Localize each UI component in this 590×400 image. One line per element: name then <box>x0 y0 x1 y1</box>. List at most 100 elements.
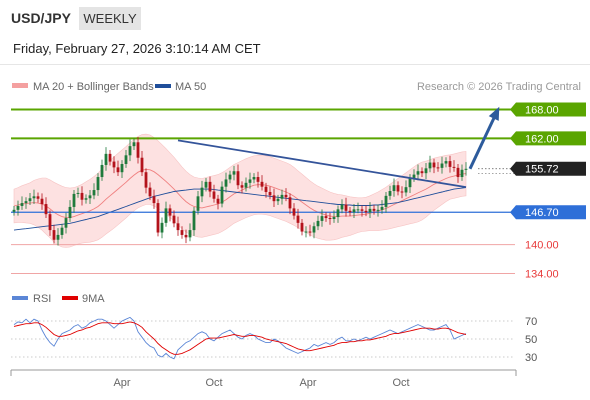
candle-body <box>124 155 128 164</box>
candle-body <box>68 206 72 219</box>
candle-body <box>460 169 464 178</box>
candle-body <box>168 208 172 216</box>
rsi-tick-label: 70 <box>525 316 537 328</box>
candle-body <box>16 205 20 210</box>
candle-body <box>300 222 304 232</box>
candle-body <box>40 198 44 205</box>
candle-body <box>360 209 364 211</box>
rsi-legend-swatch <box>12 296 28 300</box>
candle-body <box>364 210 368 213</box>
candle-body <box>340 204 344 210</box>
candle-body <box>24 201 28 204</box>
candle-body <box>428 162 432 169</box>
copyright: Research © 2026 Trading Central <box>417 81 581 93</box>
candle-body <box>420 171 424 174</box>
candle-body <box>176 223 180 231</box>
candle-body <box>264 186 268 192</box>
time-tick-label: Oct <box>392 377 409 389</box>
ma50-line <box>13 187 467 231</box>
candle-body <box>444 161 448 164</box>
last-price-label: 155.72 <box>525 164 559 176</box>
pivot-label: 146.70 <box>525 207 559 219</box>
candle-body <box>252 177 256 180</box>
candle-body <box>232 171 236 175</box>
candle-body <box>320 216 324 221</box>
moving-averages <box>13 168 467 231</box>
candle-body <box>384 195 388 207</box>
candle-body <box>88 195 92 199</box>
candle-body <box>112 161 116 168</box>
candle-body <box>60 227 64 235</box>
candle-body <box>152 196 156 204</box>
level-labels: 168.00 162.00 155.72 146.70 140.00 134.00 <box>510 102 586 281</box>
time-axis: Apr Oct Apr Oct <box>10 369 517 389</box>
candle-body <box>172 215 176 224</box>
candle-body <box>244 182 248 188</box>
candle-body <box>284 194 288 198</box>
candle-body <box>296 215 300 223</box>
candle-body <box>188 230 192 238</box>
header-bar: USD/JPY WEEKLY <box>0 0 590 36</box>
candle-body <box>204 181 208 188</box>
candle-body <box>192 210 196 231</box>
ma50-legend-label: MA 50 <box>175 81 206 93</box>
candle-body <box>312 226 316 233</box>
candle-body <box>324 216 328 219</box>
candle-body <box>436 167 440 169</box>
rsi-ma-line <box>13 321 467 355</box>
candle-body <box>240 185 244 188</box>
time-tick-label: Oct <box>205 377 222 389</box>
candle-body <box>400 191 404 193</box>
candle-body <box>92 190 96 196</box>
candle-body <box>452 166 456 168</box>
ma50-legend-swatch <box>155 84 171 88</box>
candle-body <box>272 195 276 202</box>
candle-body <box>80 192 84 200</box>
candle-body <box>44 204 48 215</box>
timeframe-button[interactable]: WEEKLY <box>79 7 141 30</box>
candle-body <box>52 230 56 240</box>
candle-body <box>432 162 436 168</box>
candle-body <box>36 196 40 199</box>
candle-body <box>404 187 408 193</box>
candle-body <box>308 231 312 233</box>
candle-body <box>396 185 400 192</box>
candle-body <box>20 203 24 206</box>
ma20-legend-label: MA 20 + Bollinger Bands <box>33 81 154 93</box>
candle-body <box>164 208 168 223</box>
candle-body <box>56 234 60 240</box>
candle-body <box>332 217 336 220</box>
candle-body <box>440 163 444 168</box>
candle-body <box>356 209 360 211</box>
resistance-label-1: 168.00 <box>525 104 559 116</box>
candle-body <box>200 187 204 197</box>
candle-body <box>104 153 108 165</box>
candle-body <box>372 208 376 211</box>
rsi-tick-label: 30 <box>525 352 537 364</box>
candle-body <box>140 157 144 173</box>
projection-arrow-shaft <box>468 108 500 170</box>
candle-body <box>216 198 220 204</box>
candle-body <box>316 220 320 227</box>
candle-body <box>208 181 212 192</box>
candle-body <box>12 209 16 212</box>
candle-body <box>344 204 348 211</box>
rsi-tick-label: 50 <box>525 334 537 346</box>
candle-body <box>48 214 52 231</box>
candle-body <box>108 153 112 162</box>
candle-body <box>132 142 136 147</box>
timestamp: Friday, February 27, 2026 3:10:14 AM CET <box>13 41 261 56</box>
candle-body <box>292 208 296 216</box>
candle-body <box>348 210 352 213</box>
candle-body <box>212 191 216 199</box>
rsi-legend-label: RSI <box>33 293 51 305</box>
candle-body <box>236 171 240 186</box>
candle-body <box>456 167 460 178</box>
rsi-ma-legend-label: 9MA <box>82 293 105 305</box>
candle-body <box>280 194 284 199</box>
candle-body <box>268 191 272 196</box>
candle-body <box>408 177 412 188</box>
candle-body <box>288 197 292 209</box>
